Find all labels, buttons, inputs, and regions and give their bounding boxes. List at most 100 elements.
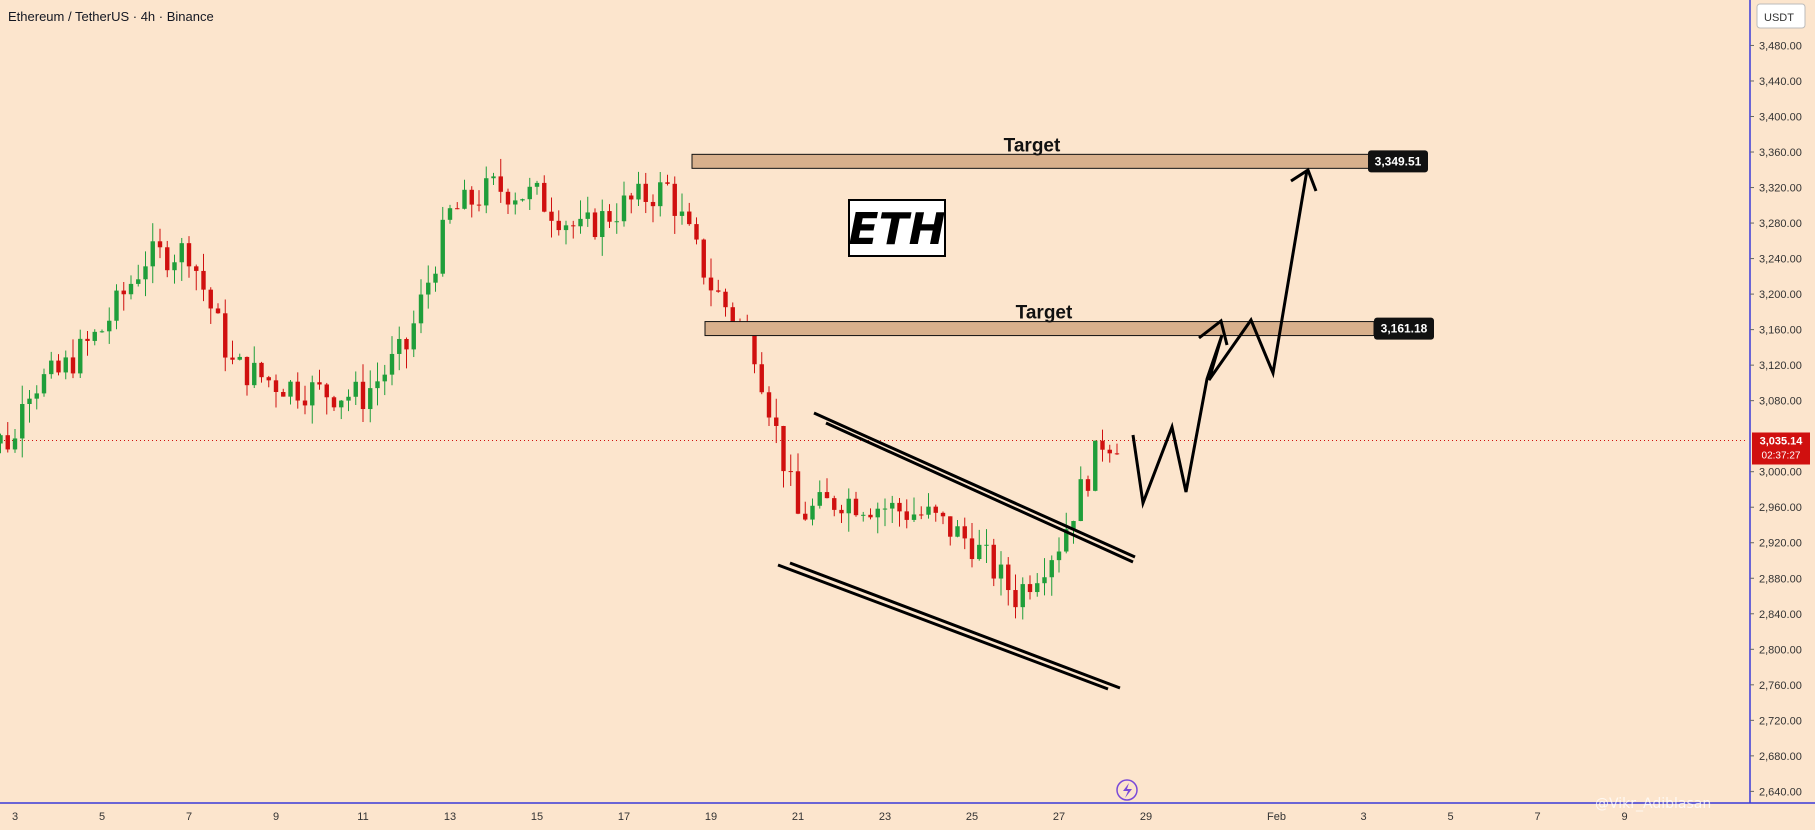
price-tick-label: 3,080.00 [1759,396,1802,408]
candle-body [774,417,779,426]
arrowhead-lower [1198,318,1229,346]
candle-body [585,212,590,219]
candle-body [433,273,438,283]
candle-body [375,381,380,389]
candle-body [498,176,503,192]
candle-body [998,564,1004,579]
candle-body [194,266,199,271]
candle-body [252,362,257,386]
candle-body [1042,577,1047,584]
candle-body [723,291,728,308]
candle-body [476,204,482,206]
time-tick-label: 25 [966,811,978,823]
channel-trendline[interactable] [825,421,1134,564]
candle-body [948,516,953,537]
time-tick-label: 3 [12,811,18,823]
candle-body [556,220,561,231]
candle-body [295,381,300,401]
target-zone[interactable] [704,321,1375,337]
candle-body [179,243,184,263]
candle-body [20,404,25,439]
candle-body [259,362,264,378]
candle-body [824,492,830,499]
candle-body [136,279,141,284]
candle-body [672,183,677,216]
candle-body [1064,529,1069,552]
candle-body [795,471,801,514]
candle-body [1078,479,1083,522]
candle-body [701,239,706,278]
candle-body [426,282,431,295]
candle-body [310,382,315,406]
candle-body [614,221,619,223]
lightning-icon[interactable] [1116,779,1138,801]
candle-body [317,382,322,385]
candle-body [629,195,634,200]
candle-body [56,360,61,373]
candle-body [563,225,569,231]
time-tick-label: 13 [444,811,456,823]
candle-body [984,544,989,546]
candle-body [977,544,982,560]
candles-group [0,158,1120,620]
target-zone[interactable] [691,153,1373,169]
watermark: @Vikr_Adiblasan [1595,796,1711,812]
eth-label: ETH [849,204,946,255]
time-tick-label: 19 [705,811,717,823]
candle-body [404,338,409,350]
candle-body [1107,449,1112,454]
channel-trendline[interactable] [789,561,1121,690]
candle-body [99,331,105,333]
candle-body [810,505,815,520]
candle-body [679,211,685,216]
time-tick-label: 27 [1053,811,1065,823]
candle-body [484,178,489,206]
time-tick-label: 5 [99,811,105,823]
price-tick-label: 2,640.00 [1759,786,1802,798]
candle-body [933,506,938,513]
candle-body [505,191,511,205]
price-tick-label: 3,480.00 [1759,40,1802,52]
candle-body [107,320,112,332]
channel-trendline[interactable] [813,411,1136,559]
candle-body [288,381,293,397]
current-price-label: 3,035.14 [1760,435,1804,447]
candle-body [157,241,163,248]
candle-body [331,397,337,408]
candle-body [491,176,496,179]
candle-body [1056,551,1062,561]
candle-body [962,526,967,539]
candle-body [897,502,902,512]
candle-body [513,200,518,205]
candle-body [868,514,873,518]
candle-body [12,438,18,450]
candle-body [273,380,279,393]
candle-body [940,512,946,517]
time-tick-label: 9 [273,811,279,823]
time-tick-label: 5 [1447,811,1453,823]
candle-body [520,199,525,201]
candle-body [919,514,924,516]
projection-path[interactable] [1131,169,1309,509]
time-tick-label: 21 [792,811,804,823]
price-tick-label: 3,400.00 [1759,112,1802,124]
currency-badge[interactable] [1756,3,1806,29]
candle-body [904,511,909,520]
candle-body [1093,440,1098,491]
candle-body [114,290,119,321]
channel-trendline[interactable] [777,563,1109,691]
price-tick-label: 3,240.00 [1759,254,1802,266]
candle-body [368,388,373,410]
target-price-label: 3,349.51 [1375,154,1422,168]
candle-body [1049,560,1054,578]
currency-label: USDT [1764,12,1794,24]
candle-body [592,212,598,238]
lightning-icon-glyph [1123,783,1132,798]
price-tick-label: 3,440.00 [1759,76,1802,88]
candle-body [440,219,445,274]
target-label: Target [1016,303,1073,324]
candle-body [969,538,975,560]
candle-body [716,290,721,292]
